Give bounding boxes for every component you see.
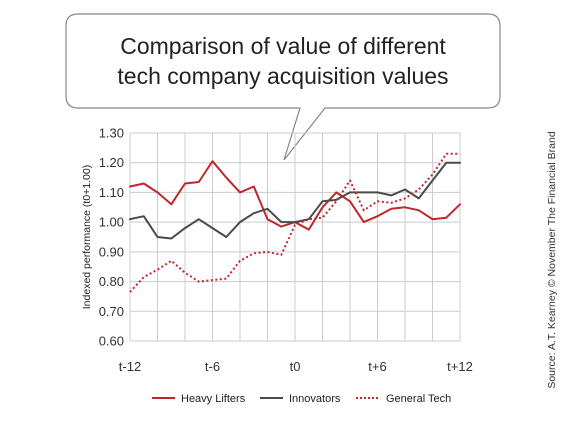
y-axis-tick-labels: 1.30 1.20 1.10 1.00 0.90 0.80 0.70 0.60 [99,126,124,349]
x-tick-label: t+6 [368,359,386,374]
x-tick-label: t+12 [447,359,473,374]
series-line-innovators [129,161,461,240]
y-tick-label: 1.30 [99,126,124,141]
legend-label-general-tech: General Tech [386,393,451,405]
callout-title-line1: Comparison of value of different [120,33,446,59]
callout-bubble [65,13,501,161]
series-lines [129,152,461,293]
series-line-general-tech [129,152,460,293]
y-axis-title: Indexed performance (t0+1.00) [81,165,93,309]
y-tick-label: 0.90 [99,244,124,259]
x-tick-label: t0 [290,359,301,374]
y-tick-label: 1.10 [99,185,124,200]
legend: Heavy Lifters Innovators General Tech [152,393,451,405]
legend-label-innovators: Innovators [289,393,341,405]
y-tick-label: 1.20 [99,155,124,170]
y-tick-label: 0.60 [99,334,124,349]
y-tick-label: 1.00 [99,215,124,230]
x-axis-tick-labels: t-12 t-6 t0 t+6 t+12 [119,359,473,374]
x-tick-label: t-12 [119,359,141,374]
callout-title-line2: tech company acquisition values [117,63,448,89]
grid-lines [129,132,461,342]
legend-label-heavy-lifters: Heavy Lifters [181,393,246,405]
x-tick-label: t-6 [205,359,220,374]
y-tick-label: 0.70 [99,304,124,319]
source-note: Source: A.T. Kearney © November The Fina… [546,131,558,388]
y-tick-label: 0.80 [99,274,124,289]
